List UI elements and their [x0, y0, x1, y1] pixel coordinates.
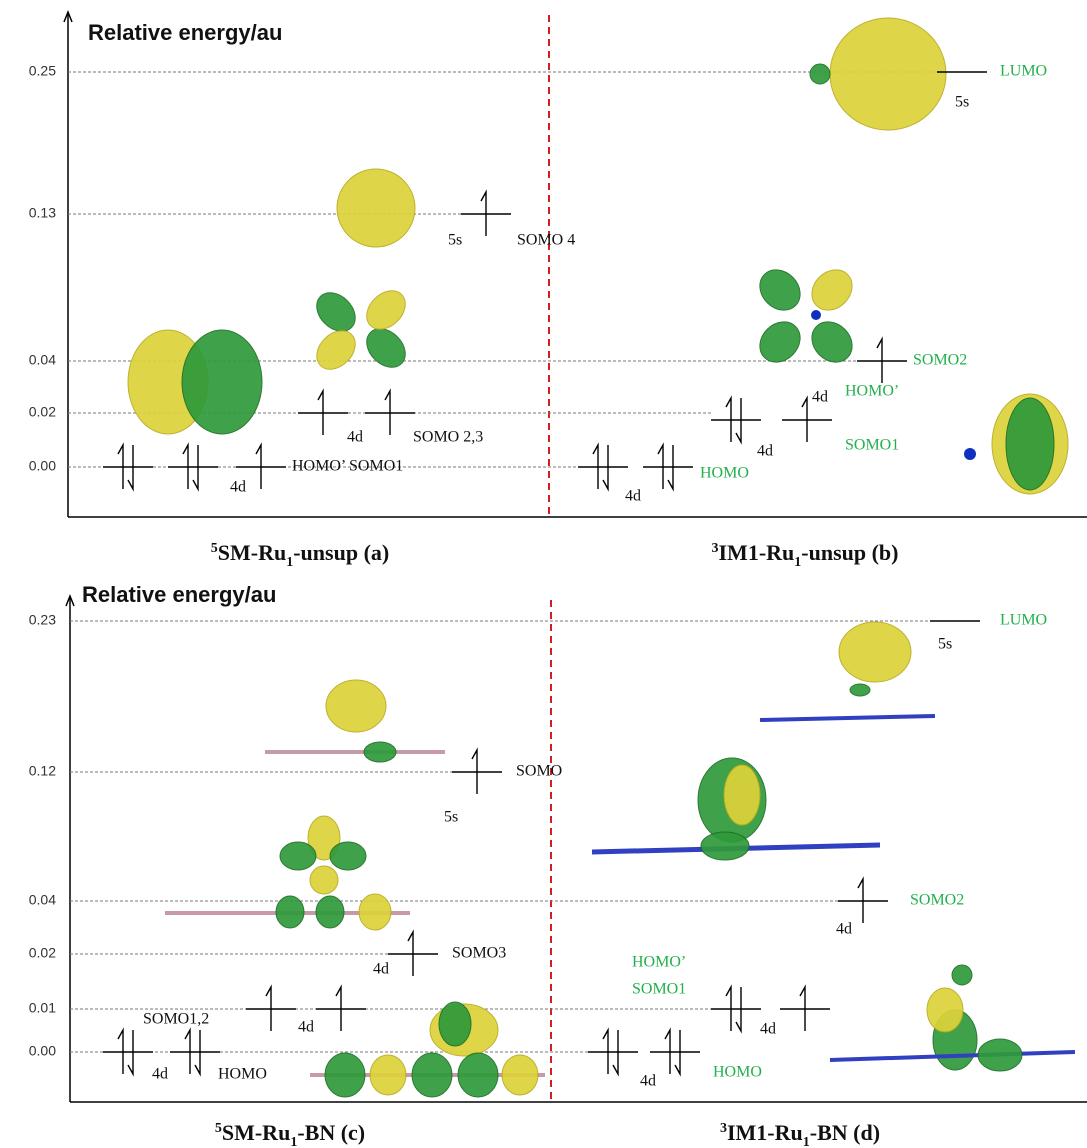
tick: 0.25: [29, 63, 56, 79]
annotation: SOMO1: [845, 437, 899, 454]
annotation: 4d: [640, 1073, 656, 1090]
annotation: SOMO: [516, 763, 562, 780]
annotation: HOMO: [713, 1064, 762, 1081]
tick: 0.04: [29, 892, 56, 908]
annotation: 4d: [812, 389, 828, 406]
panel-label: 5SM-Ru1-BN (c): [215, 1120, 365, 1148]
annotation: SOMO1,2: [143, 1011, 209, 1028]
annotation: LUMO: [1000, 63, 1047, 80]
annotation: SOMO 2,3: [413, 429, 483, 446]
axis-title: Relative energy/au: [82, 582, 276, 607]
tick: 0.00: [29, 1043, 56, 1059]
tick: 0.12: [29, 763, 56, 779]
annotation: SOMO3: [452, 945, 506, 962]
tick: 0.01: [29, 1000, 56, 1016]
tick: 0.02: [29, 404, 56, 420]
annotation: LUMO: [1000, 612, 1047, 629]
annotation: HOMO: [700, 465, 749, 482]
annotation: 4d: [836, 921, 852, 938]
panel-label: 5SM-Ru1-unsup (a): [211, 540, 389, 570]
annotation: 5s: [448, 232, 462, 249]
annotation: HOMO: [218, 1066, 267, 1083]
axis-title: Relative energy/au: [88, 20, 282, 45]
annotation: HOMO’: [632, 954, 686, 971]
tick: 0.23: [29, 612, 56, 628]
tick: 0.02: [29, 945, 56, 961]
annotation: 4d: [760, 1021, 776, 1038]
diagram: Relative energy/au Relative energy/au 0.…: [0, 0, 1087, 1148]
annotation: 4d: [347, 429, 363, 446]
annotation: HOMO’ SOMO1: [292, 458, 403, 475]
panel-label: 3IM1-Ru1-unsup (b): [712, 540, 899, 570]
annotation: 4d: [373, 961, 389, 978]
annotation: 4d: [152, 1066, 168, 1083]
tick: 0.04: [29, 352, 56, 368]
annotation: 4d: [298, 1019, 314, 1036]
annotation: SOMO1: [632, 981, 686, 998]
annotation: 5s: [938, 636, 952, 653]
annotation: 4d: [230, 479, 246, 496]
annotation: 4d: [757, 443, 773, 460]
panel-label: 3IM1-Ru1-BN (d): [720, 1120, 880, 1148]
annotation: 5s: [955, 94, 969, 111]
annotation: 4d: [625, 488, 641, 505]
annotation: 5s: [444, 809, 458, 826]
tick: 0.00: [29, 458, 56, 474]
annotation: SOMO 4: [517, 232, 575, 249]
annotation: SOMO2: [910, 892, 964, 909]
annotation: HOMO’: [845, 383, 899, 400]
annotation: SOMO2: [913, 352, 967, 369]
tick: 0.13: [29, 205, 56, 221]
